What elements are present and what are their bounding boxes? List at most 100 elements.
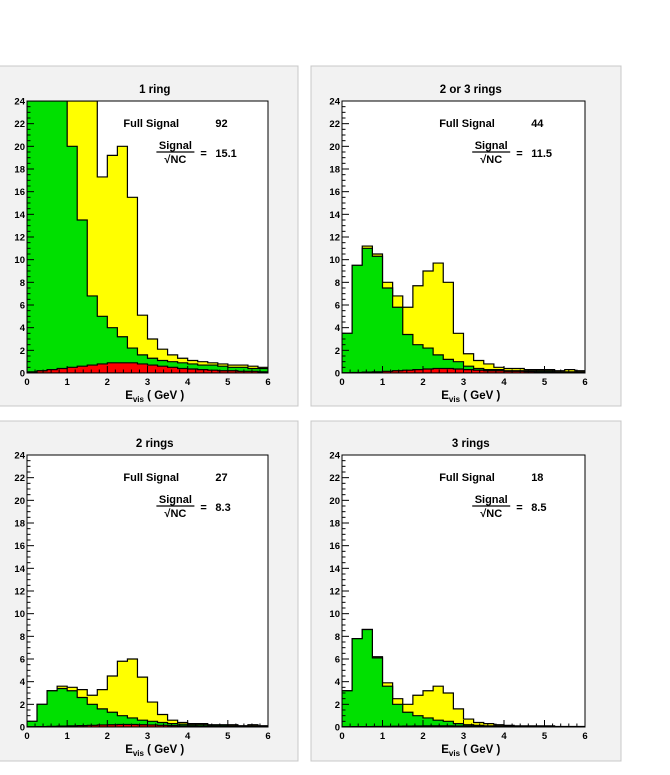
panel-title: 3 rings [452, 438, 490, 450]
y-tick-label: 20 [14, 496, 25, 507]
full-signal-label: Full Signal [123, 118, 179, 130]
y-tick-label: 8 [20, 278, 25, 289]
ratio-value: 8.3 [215, 502, 230, 514]
y-tick-label: 6 [20, 655, 25, 666]
y-tick-label: 10 [329, 609, 340, 620]
y-tick-label: 4 [335, 677, 341, 688]
y-tick-label: 2 [20, 700, 25, 711]
x-tick-label: 4 [501, 731, 507, 742]
ratio-numerator: Signal [475, 140, 508, 152]
x-tick-label: 3 [145, 377, 150, 388]
x-axis-label: Evis ( GeV ) [125, 744, 184, 758]
panel-title: 2 rings [136, 438, 174, 450]
x-tick-label: 2 [420, 377, 425, 388]
ratio-denominator: √NC [164, 154, 186, 166]
equals-sign: = [200, 148, 206, 160]
ratio-value: 11.5 [531, 148, 552, 160]
x-tick-label: 1 [65, 731, 71, 742]
y-tick-label: 0 [335, 369, 340, 380]
ratio-numerator: Signal [475, 494, 508, 506]
ratio-numerator: Signal [159, 494, 192, 506]
y-tick-label: 18 [14, 519, 25, 530]
y-tick-label: 18 [14, 165, 25, 176]
x-tick-label: 3 [461, 731, 466, 742]
y-tick-label: 8 [335, 632, 340, 643]
y-tick-label: 16 [329, 187, 340, 198]
x-tick-label: 6 [582, 731, 587, 742]
x-axis-label: Evis ( GeV ) [125, 390, 184, 404]
y-tick-label: 14 [329, 210, 340, 221]
x-tick-label: 5 [542, 731, 548, 742]
ratio-denominator: √NC [164, 508, 186, 520]
y-tick-label: 0 [20, 723, 25, 734]
x-axis-label-sub: vis [449, 749, 461, 758]
x-tick-label: 2 [105, 731, 110, 742]
histogram-green [342, 247, 585, 373]
full-signal-value: 18 [531, 472, 543, 484]
y-tick-label: 22 [14, 119, 25, 130]
full-signal-label: Full Signal [439, 472, 495, 484]
y-tick-label: 14 [329, 564, 340, 575]
ratio-value: 8.5 [531, 502, 546, 514]
x-axis-label-unit: ( GeV ) [144, 744, 184, 756]
x-tick-label: 1 [380, 377, 386, 388]
y-tick-label: 2 [335, 346, 340, 357]
y-tick-label: 18 [329, 165, 340, 176]
histogram-green [27, 687, 268, 727]
y-tick-label: 20 [329, 142, 340, 153]
y-tick-label: 0 [335, 723, 340, 734]
full-signal-value: 44 [531, 118, 544, 130]
x-axis-label-unit: ( GeV ) [460, 744, 500, 756]
x-tick-label: 6 [582, 377, 587, 388]
x-tick-label: 3 [461, 377, 466, 388]
x-tick-label: 2 [420, 731, 425, 742]
y-tick-label: 22 [329, 119, 340, 130]
y-tick-label: 16 [14, 187, 25, 198]
x-axis-label-sub: vis [133, 395, 145, 404]
x-tick-label: 4 [185, 377, 191, 388]
y-tick-label: 12 [329, 233, 340, 244]
y-tick-label: 12 [14, 233, 25, 244]
x-tick-label: 3 [145, 731, 150, 742]
panel-title: 2 or 3 rings [440, 84, 502, 96]
x-tick-label: 6 [265, 731, 270, 742]
ratio-numerator: Signal [159, 140, 192, 152]
equals-sign: = [516, 148, 522, 160]
y-tick-label: 20 [14, 142, 25, 153]
y-tick-label: 6 [335, 301, 340, 312]
x-axis-label-sub: vis [133, 749, 145, 758]
x-axis-label: Evis ( GeV ) [441, 744, 500, 758]
x-tick-label: 4 [185, 731, 191, 742]
x-tick-label: 0 [339, 377, 344, 388]
x-tick-label: 5 [225, 377, 231, 388]
y-tick-label: 10 [14, 609, 25, 620]
x-axis-label-main: E [441, 744, 449, 756]
full-signal-value: 27 [215, 472, 227, 484]
x-axis-label-main: E [125, 390, 133, 402]
y-tick-label: 4 [335, 323, 341, 334]
y-tick-label: 8 [20, 632, 25, 643]
y-tick-label: 24 [14, 451, 25, 462]
y-tick-label: 8 [335, 278, 340, 289]
x-axis-label-sub: vis [449, 395, 461, 404]
ratio-value: 15.1 [215, 148, 236, 160]
y-tick-label: 16 [14, 541, 25, 552]
x-tick-label: 0 [24, 731, 29, 742]
y-tick-label: 24 [329, 97, 340, 108]
y-tick-label: 20 [329, 496, 340, 507]
y-tick-label: 24 [14, 97, 25, 108]
x-tick-label: 5 [542, 377, 548, 388]
ratio-denominator: √NC [480, 508, 502, 520]
x-axis-label-unit: ( GeV ) [144, 390, 184, 402]
x-tick-label: 5 [225, 731, 231, 742]
y-tick-label: 4 [20, 677, 26, 688]
x-tick-label: 0 [339, 731, 344, 742]
y-tick-label: 6 [335, 655, 340, 666]
y-tick-label: 22 [14, 473, 25, 484]
y-tick-label: 0 [20, 369, 25, 380]
y-tick-label: 6 [20, 301, 25, 312]
y-tick-label: 24 [329, 451, 340, 462]
